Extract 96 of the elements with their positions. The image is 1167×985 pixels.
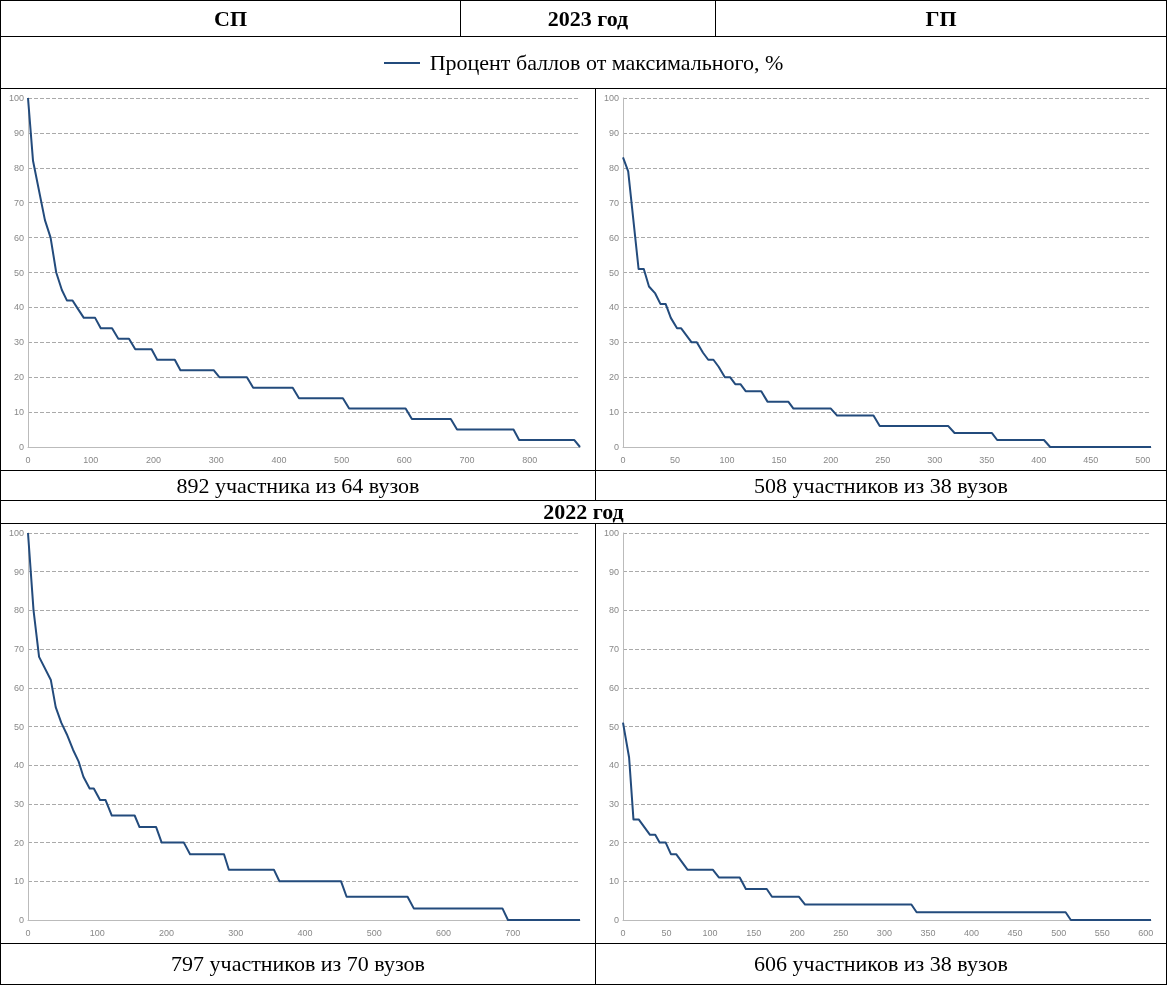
x-tick-label: 300 (876, 927, 892, 938)
x-tick-label: 200 (159, 927, 175, 938)
y-tick-label: 50 (608, 267, 619, 278)
y-tick-label: 60 (13, 682, 24, 693)
line-series (27, 97, 581, 448)
y-tick-label: 100 (8, 93, 24, 103)
x-tick-label: 600 (436, 927, 452, 938)
x-tick-label: 0 (620, 454, 626, 465)
x-tick-label: 300 (228, 927, 244, 938)
y-tick-label: 70 (13, 644, 24, 655)
chart-title: СП (0, 0, 461, 37)
y-tick-label: 0 (18, 442, 24, 452)
x-tick-label: 100 (83, 454, 99, 465)
x-tick-label: 400 (271, 454, 287, 465)
x-tick-label: 500 (366, 927, 382, 938)
x-tick-label: 250 (833, 927, 849, 938)
y-tick-label: 30 (608, 798, 619, 809)
y-tick-label: 30 (13, 337, 24, 348)
y-tick-label: 70 (13, 197, 24, 208)
text: 892 участника из 64 вузов (176, 472, 420, 498)
x-tick-label: 400 (964, 927, 980, 938)
y-tick-label: 0 (18, 915, 24, 925)
x-tick-label: 0 (25, 454, 31, 465)
y-tick-label: 10 (608, 407, 619, 418)
chart-subtitle: 2022 год (0, 499, 1167, 524)
x-tick-label: 0 (620, 927, 626, 938)
y-tick-label: 0 (613, 442, 619, 452)
y-tick-label: 80 (608, 162, 619, 173)
y-tick-label: 10 (608, 876, 619, 887)
y-tick-label: 60 (608, 682, 619, 693)
x-tick-label: 200 (823, 454, 839, 465)
x-tick-label: 600 (396, 454, 412, 465)
x-tick-label: 200 (789, 927, 805, 938)
chart-subtitle: 2023 год (460, 0, 716, 37)
text: 797 участников из 70 вузов (0, 943, 596, 985)
x-tick-label: 400 (297, 927, 313, 938)
x-tick-label: 0 (25, 927, 31, 938)
y-tick-label: 0 (613, 915, 619, 925)
y-tick-label: 10 (13, 407, 24, 418)
x-tick-label: 100 (719, 454, 735, 465)
x-tick-label: 100 (89, 927, 105, 938)
x-tick-label: 350 (979, 454, 995, 465)
y-tick-label: 20 (13, 372, 24, 383)
x-tick-label: 500 (334, 454, 350, 465)
y-tick-label: 40 (13, 760, 24, 771)
y-tick-label: 40 (608, 302, 619, 313)
x-tick-label: 400 (1031, 454, 1047, 465)
x-tick-label: 300 (927, 454, 943, 465)
x-tick-label: 150 (746, 927, 762, 938)
x-tick-label: 350 (920, 927, 936, 938)
x-tick-label: 450 (1083, 454, 1099, 465)
x-tick-label: 150 (771, 454, 787, 465)
y-tick-label: 90 (608, 566, 619, 577)
y-tick-label: 80 (13, 162, 24, 173)
y-tick-label: 100 (603, 93, 619, 103)
x-tick-label: 600 (1138, 927, 1154, 938)
y-tick-label: 30 (13, 798, 24, 809)
y-tick-label: 30 (608, 337, 619, 348)
text: 508 участников из 38 вузов (754, 472, 1008, 498)
x-tick-label: 500 (1051, 927, 1067, 938)
text: 606 участников из 38 вузов (595, 943, 1167, 985)
y-tick-label: 50 (608, 721, 619, 732)
y-tick-label: 90 (608, 127, 619, 138)
y-tick-label: 40 (608, 760, 619, 771)
y-tick-label: 70 (608, 644, 619, 655)
x-tick-label: 450 (1007, 927, 1023, 938)
y-tick-label: 100 (8, 528, 24, 538)
y-tick-label: 60 (13, 232, 24, 243)
y-tick-label: 100 (603, 528, 619, 538)
line-series (27, 532, 581, 921)
x-tick-label: 550 (1094, 927, 1110, 938)
x-tick-label: 100 (702, 927, 718, 938)
x-tick-label: 700 (459, 454, 475, 465)
x-tick-label: 200 (145, 454, 161, 465)
y-tick-label: 60 (608, 232, 619, 243)
x-tick-label: 800 (522, 454, 538, 465)
x-tick-label: 300 (208, 454, 224, 465)
y-tick-label: 20 (608, 837, 619, 848)
y-tick-label: 20 (608, 372, 619, 383)
y-tick-label: 70 (608, 197, 619, 208)
chart-title: ГП (715, 0, 1167, 37)
y-tick-label: 50 (13, 267, 24, 278)
x-tick-label: 500 (1135, 454, 1151, 465)
x-tick-label: 50 (661, 927, 672, 938)
y-tick-label: 90 (13, 127, 24, 138)
y-tick-label: 50 (13, 721, 24, 732)
y-tick-label: 40 (13, 302, 24, 313)
x-tick-label: 700 (505, 927, 521, 938)
y-tick-label: 10 (13, 876, 24, 887)
y-tick-label: 80 (13, 605, 24, 616)
x-tick-label: 250 (875, 454, 891, 465)
y-tick-label: 80 (608, 605, 619, 616)
y-tick-label: 20 (13, 837, 24, 848)
y-tick-label: 90 (13, 566, 24, 577)
legend-label: Процент баллов от максимального, % (429, 49, 784, 76)
x-tick-label: 50 (669, 454, 680, 465)
